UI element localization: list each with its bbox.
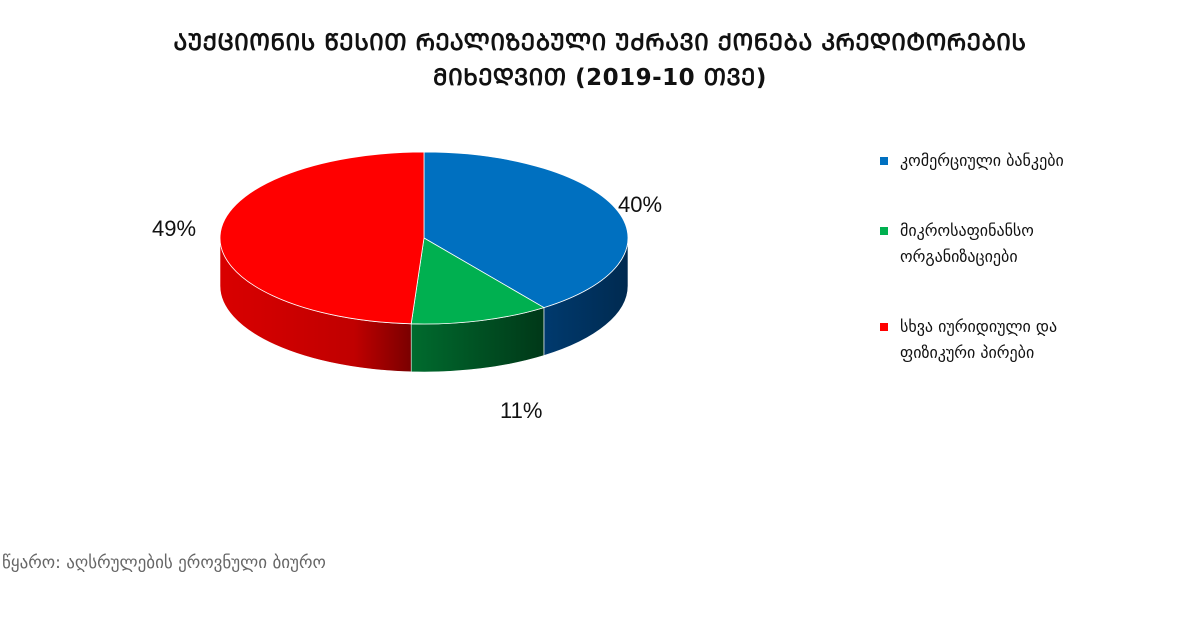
data-label-microfinance: 11% [500,398,543,423]
legend-swatch-red [880,323,888,331]
chart-title-line2: ᲛᲘᲮᲔᲓᲕᲘᲗ (2019-10 ᲗᲕᲔ) [433,65,767,91]
chart-title-line1: ᲐᲣᲥᲪᲘᲝᲜᲘᲡ ᲬᲔᲡᲘᲗ ᲠᲔᲐᲚᲘᲖᲔᲑᲣᲚᲘ ᲣᲫᲠᲐᲕᲘ ᲥᲝᲜᲔᲑ… [173,30,1027,56]
data-label-other-persons: 49% [152,216,197,241]
legend-label: მიკროსაფინანსო ორგანიზაციები [900,221,1034,266]
legend-label: კომერციული ბანკები [900,151,1064,170]
legend-item-commercial-banks: კომერციული ბანკები [880,148,1180,174]
pie-slice-microfinance [410,237,545,325]
legend-swatch-blue [880,157,888,165]
chart-title: ᲐᲣᲥᲪᲘᲝᲜᲘᲡ ᲬᲔᲡᲘᲗ ᲠᲔᲐᲚᲘᲖᲔᲑᲣᲚᲘ ᲣᲫᲠᲐᲕᲘ ᲥᲝᲜᲔᲑ… [0,26,1200,96]
source-note: წყარო: აღსრულების ეროვნული ბიურო [2,553,326,573]
data-label-commercial-banks: 40% [618,192,663,217]
legend-label: სხვა იურიდიული და ფიზიკური პირები [900,317,1058,362]
legend-swatch-green [880,227,888,235]
pie-slices [219,151,629,325]
pie-slice-other-persons [219,151,425,325]
legend-item-other-persons: სხვა იურიდიული და ფიზიკური პირები [880,314,1090,366]
pie-slice-commercial-banks [423,151,629,309]
chart-legend: კომერციული ბანკები მიკროსაფინანსო ორგანი… [880,148,1180,366]
legend-item-microfinance: მიკროსაფინანსო ორგანიზაციები [880,218,1070,270]
